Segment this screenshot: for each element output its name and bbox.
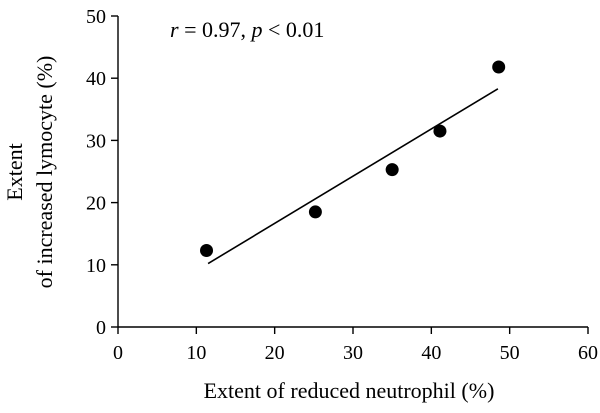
y-tick-label: 10 xyxy=(86,255,106,277)
y-tick-label: 40 xyxy=(86,68,106,90)
x-tick-label: 60 xyxy=(578,342,598,364)
y-tick-label: 50 xyxy=(86,6,106,28)
y-axis-label-line1: Extent xyxy=(2,143,27,200)
data-point xyxy=(308,205,322,219)
x-tick-label: 20 xyxy=(265,342,285,364)
x-tick-label: 0 xyxy=(113,342,123,364)
x-tick-label: 50 xyxy=(500,342,520,364)
data-point xyxy=(385,163,399,177)
p-symbol: p xyxy=(249,17,262,42)
r-value: = 0.97, xyxy=(179,17,252,42)
data-point xyxy=(492,60,506,74)
axes xyxy=(117,16,588,328)
data-points xyxy=(200,60,506,257)
stat-annotation: r = 0.97, p < 0.01 xyxy=(170,17,324,42)
y-ticks: 0 10 20 30 40 50 xyxy=(86,6,118,339)
x-axis-label: Extent of reduced neutrophil (%) xyxy=(204,378,495,403)
regression-line-group xyxy=(207,88,499,265)
p-value: < 0.01 xyxy=(262,17,324,42)
y-axis-label-line2: of increased lymocyte (%) xyxy=(32,56,57,289)
x-tick-label: 10 xyxy=(186,342,206,364)
y-tick-label: 30 xyxy=(86,130,106,152)
regression-line xyxy=(207,88,499,265)
data-point xyxy=(433,124,447,138)
r-symbol: r xyxy=(170,17,179,42)
x-ticks: 0 10 20 30 40 50 60 xyxy=(113,327,598,364)
y-tick-label: 20 xyxy=(86,193,106,215)
x-tick-label: 40 xyxy=(421,342,441,364)
data-point xyxy=(200,243,214,257)
x-tick-label: 30 xyxy=(343,342,363,364)
y-tick-label: 0 xyxy=(96,317,106,339)
